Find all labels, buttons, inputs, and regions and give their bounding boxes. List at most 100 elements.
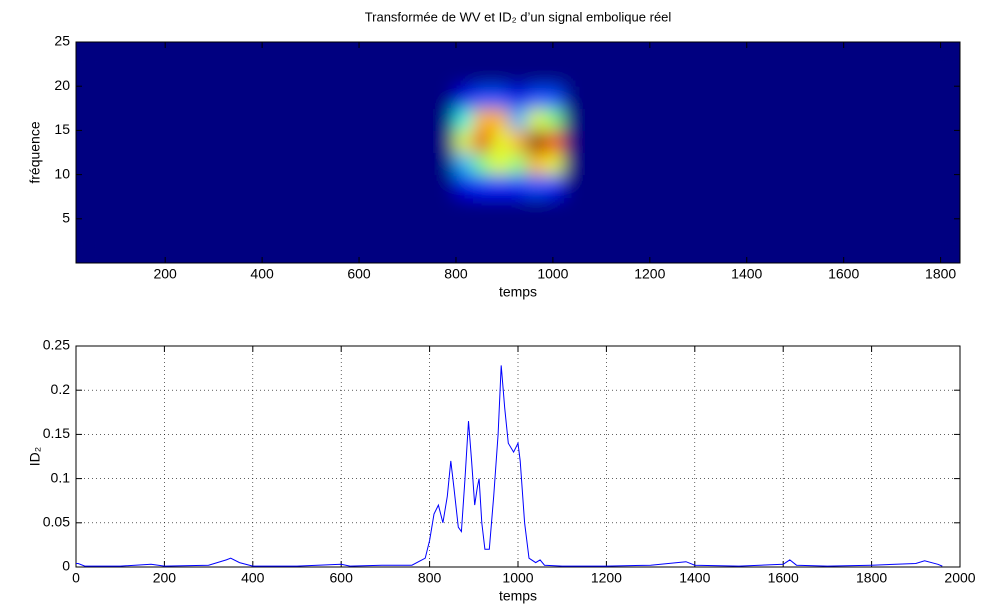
- heatmap-cell: [635, 196, 654, 220]
- heatmap-cell: [130, 152, 149, 176]
- heatmap-cell: [166, 64, 185, 87]
- heatmap-cell: [454, 196, 474, 220]
- heatmap-cell: [400, 174, 420, 198]
- y-tick-label: 0: [62, 558, 70, 574]
- heatmap-cell: [707, 130, 726, 153]
- heatmap-cell: [400, 108, 420, 131]
- heatmap-cell: [707, 174, 726, 198]
- heatmap-cell: [563, 108, 582, 131]
- heatmap-cell: [671, 196, 690, 220]
- heatmap-cell: [617, 108, 636, 131]
- heatmap-cell: [436, 86, 456, 109]
- heatmap-cell: [653, 240, 672, 263]
- heatmap-cell: [779, 218, 799, 242]
- heatmap-cell: [184, 174, 203, 198]
- heatmap-cell: [256, 64, 275, 87]
- y-tick-label: 0.1: [51, 469, 71, 485]
- heatmap-cell: [779, 86, 799, 109]
- heatmap-cell: [743, 240, 763, 263]
- heatmap-cell: [508, 86, 528, 109]
- heatmap-cell: [346, 218, 366, 242]
- heatmap-cell: [274, 86, 293, 109]
- heatmap-cell: [779, 64, 799, 87]
- heatmap-cell: [76, 240, 95, 263]
- heatmap-cell: [707, 218, 726, 242]
- heatmap-cell: [202, 64, 221, 87]
- heatmap-cell: [436, 42, 456, 65]
- heatmap-cell: [599, 130, 618, 153]
- heatmap-cell: [256, 42, 275, 65]
- heatmap-cell: [797, 240, 817, 263]
- heatmap-cell: [472, 240, 492, 263]
- x-tick-label: 600: [330, 570, 354, 586]
- heatmap-cell: [725, 108, 745, 131]
- heatmap-cell: [617, 64, 636, 87]
- heatmap-cell: [941, 174, 960, 198]
- heatmap-cell: [815, 152, 835, 176]
- heatmap-cell: [346, 64, 366, 87]
- heatmap-cell: [689, 130, 708, 153]
- heatmap-cell: [671, 152, 690, 176]
- heatmap-cell: [653, 152, 672, 176]
- heatmap-cell: [707, 152, 726, 176]
- heatmap-cell: [941, 64, 960, 87]
- heatmap-cell: [328, 196, 348, 220]
- heatmap-cell: [905, 130, 925, 153]
- heatmap-cell: [400, 240, 420, 263]
- heatmap-cell: [76, 196, 95, 220]
- heatmap-cell: [581, 240, 600, 263]
- heatmap-cell: [581, 130, 600, 153]
- heatmap-cell: [923, 218, 943, 242]
- heatmap-cell: [220, 108, 239, 131]
- heatmap-cell: [346, 130, 366, 153]
- heatmap-cell: [400, 64, 420, 87]
- heatmap-cell: [238, 42, 257, 65]
- heatmap-cell: [545, 174, 564, 198]
- heatmap-cell: [382, 64, 402, 87]
- heatmap-cell: [508, 174, 528, 198]
- heatmap-cell: [112, 152, 131, 176]
- x-tick-label: 800: [418, 570, 442, 586]
- heatmap-cell: [707, 86, 726, 109]
- heatmap-cell: [184, 86, 203, 109]
- heatmap-cell: [472, 42, 492, 65]
- heatmap-cell: [310, 152, 330, 176]
- x-tick-label: 1200: [591, 570, 622, 586]
- heatmap-cell: [292, 152, 312, 176]
- heatmap-cell: [725, 174, 745, 198]
- heatmap-cell: [761, 42, 781, 65]
- heatmap-cell: [635, 86, 654, 109]
- heatmap-cell: [797, 196, 817, 220]
- heatmap-cell: [508, 218, 528, 242]
- heatmap-cell: [256, 240, 275, 263]
- heatmap-cell: [527, 86, 546, 109]
- heatmap-cell: [436, 240, 456, 263]
- heatmap-cell: [364, 240, 384, 263]
- heatmap-cell: [400, 42, 420, 65]
- heatmap-cell: [617, 130, 636, 153]
- x-tick-label: 200: [153, 266, 177, 282]
- heatmap-cell: [563, 240, 582, 263]
- heatmap-cell: [833, 64, 853, 87]
- heatmap-cell: [472, 196, 492, 220]
- heatmap-cell: [490, 240, 510, 263]
- heatmap-cell: [689, 196, 708, 220]
- heatmap-cell: [707, 240, 726, 263]
- heatmap-cell: [833, 240, 853, 263]
- heatmap-cell: [382, 240, 402, 263]
- heatmap-cell: [130, 130, 149, 153]
- heatmap-cell: [887, 174, 907, 198]
- heatmap-cell: [851, 152, 871, 176]
- heatmap-cell: [923, 174, 943, 198]
- heatmap-cell: [346, 196, 366, 220]
- heatmap-cell: [166, 42, 185, 65]
- heatmap-cell: [851, 64, 871, 87]
- heatmap-cell: [563, 174, 582, 198]
- heatmap-cell: [328, 108, 348, 131]
- heatmap-cell: [328, 64, 348, 87]
- heatmap-cell: [382, 152, 402, 176]
- heatmap-cell: [563, 196, 582, 220]
- heatmap-cell: [815, 240, 835, 263]
- heatmap-cell: [454, 174, 474, 198]
